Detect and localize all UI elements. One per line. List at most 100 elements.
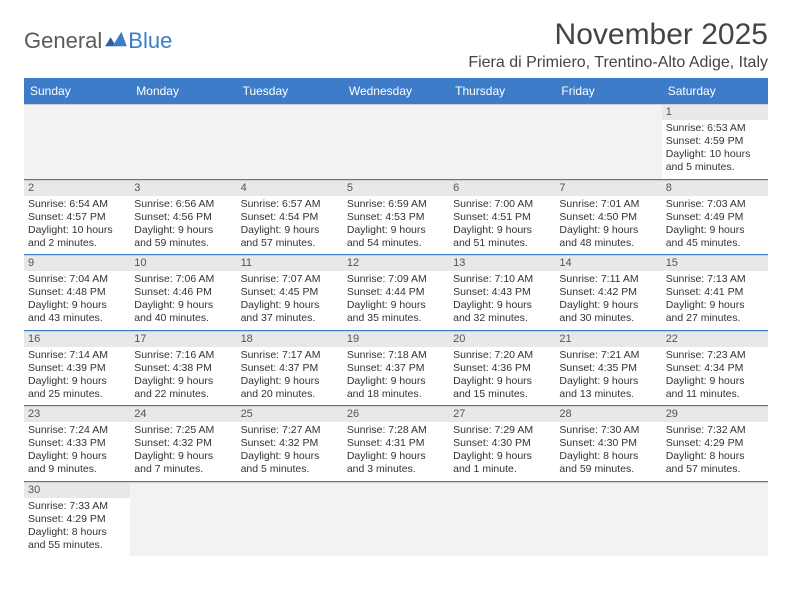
day-number: 19 [343, 332, 449, 347]
sunset-text: Sunset: 4:34 PM [666, 362, 764, 375]
day2-text: and 5 minutes. [666, 161, 764, 174]
sunset-text: Sunset: 4:37 PM [241, 362, 339, 375]
day-number: 16 [24, 332, 130, 347]
sunrise-text: Sunrise: 7:10 AM [453, 273, 551, 286]
day1-text: Daylight: 8 hours [559, 450, 657, 463]
sunset-text: Sunset: 4:35 PM [559, 362, 657, 375]
day-number: 2 [24, 181, 130, 196]
day-number [555, 483, 661, 498]
weekday-header: Wednesday [343, 78, 449, 104]
day-number: 23 [24, 407, 130, 422]
week-row: Sunrise: 6:54 AMSunset: 4:57 PMDaylight:… [24, 196, 768, 256]
sunset-text: Sunset: 4:59 PM [666, 135, 764, 148]
logo: General Blue [24, 18, 172, 54]
day2-text: and 1 minute. [453, 463, 551, 476]
week-row: Sunrise: 7:04 AMSunset: 4:48 PMDaylight:… [24, 271, 768, 331]
flag-icon [105, 30, 127, 48]
sunrise-text: Sunrise: 7:18 AM [347, 349, 445, 362]
day2-text: and 57 minutes. [241, 237, 339, 250]
day-cell [343, 498, 449, 557]
day-number: 10 [130, 256, 236, 271]
day2-text: and 35 minutes. [347, 312, 445, 325]
day-cell: Sunrise: 7:23 AMSunset: 4:34 PMDaylight:… [662, 347, 768, 406]
sunrise-text: Sunrise: 7:28 AM [347, 424, 445, 437]
day1-text: Daylight: 9 hours [241, 224, 339, 237]
day2-text: and 11 minutes. [666, 388, 764, 401]
week-row: Sunrise: 7:24 AMSunset: 4:33 PMDaylight:… [24, 422, 768, 482]
sunrise-text: Sunrise: 7:32 AM [666, 424, 764, 437]
day2-text: and 57 minutes. [666, 463, 764, 476]
day-cell: Sunrise: 7:25 AMSunset: 4:32 PMDaylight:… [130, 422, 236, 481]
day-cell [130, 120, 236, 179]
day-number-row: 9101112131415 [24, 255, 768, 271]
day-cell [24, 120, 130, 179]
day-cell [449, 120, 555, 179]
day-number: 27 [449, 407, 555, 422]
day-number: 29 [662, 407, 768, 422]
day-cell [555, 120, 661, 179]
day1-text: Daylight: 9 hours [28, 375, 126, 388]
title-block: November 2025 Fiera di Primiero, Trentin… [468, 18, 768, 72]
sunrise-text: Sunrise: 7:33 AM [28, 500, 126, 513]
day-number: 22 [662, 332, 768, 347]
day-number: 14 [555, 256, 661, 271]
day-number [237, 105, 343, 120]
day-number [24, 105, 130, 120]
day-number: 17 [130, 332, 236, 347]
week-row: Sunrise: 7:14 AMSunset: 4:39 PMDaylight:… [24, 347, 768, 407]
week-row: Sunrise: 6:53 AMSunset: 4:59 PMDaylight:… [24, 120, 768, 180]
day-number [237, 483, 343, 498]
day-cell [343, 120, 449, 179]
sunset-text: Sunset: 4:30 PM [453, 437, 551, 450]
day-cell: Sunrise: 7:18 AMSunset: 4:37 PMDaylight:… [343, 347, 449, 406]
day2-text: and 25 minutes. [28, 388, 126, 401]
day-number: 9 [24, 256, 130, 271]
day2-text: and 59 minutes. [559, 463, 657, 476]
day1-text: Daylight: 9 hours [347, 299, 445, 312]
day-cell: Sunrise: 7:30 AMSunset: 4:30 PMDaylight:… [555, 422, 661, 481]
day-cell: Sunrise: 7:16 AMSunset: 4:38 PMDaylight:… [130, 347, 236, 406]
day-number: 28 [555, 407, 661, 422]
day-number: 18 [237, 332, 343, 347]
day-cell: Sunrise: 7:33 AMSunset: 4:29 PMDaylight:… [24, 498, 130, 557]
sunrise-text: Sunrise: 7:20 AM [453, 349, 551, 362]
day1-text: Daylight: 8 hours [666, 450, 764, 463]
day-number: 30 [24, 483, 130, 498]
day2-text: and 13 minutes. [559, 388, 657, 401]
sunset-text: Sunset: 4:54 PM [241, 211, 339, 224]
day2-text: and 51 minutes. [453, 237, 551, 250]
day1-text: Daylight: 9 hours [453, 450, 551, 463]
sunset-text: Sunset: 4:56 PM [134, 211, 232, 224]
day-number [449, 105, 555, 120]
day2-text: and 9 minutes. [28, 463, 126, 476]
sunset-text: Sunset: 4:57 PM [28, 211, 126, 224]
day-cell [449, 498, 555, 557]
sunrise-text: Sunrise: 6:56 AM [134, 198, 232, 211]
sunset-text: Sunset: 4:32 PM [241, 437, 339, 450]
day-number: 1 [662, 105, 768, 120]
sunset-text: Sunset: 4:42 PM [559, 286, 657, 299]
sunset-text: Sunset: 4:38 PM [134, 362, 232, 375]
day1-text: Daylight: 9 hours [347, 450, 445, 463]
day1-text: Daylight: 9 hours [666, 299, 764, 312]
day-cell [555, 498, 661, 557]
day-number: 26 [343, 407, 449, 422]
day-cell: Sunrise: 7:20 AMSunset: 4:36 PMDaylight:… [449, 347, 555, 406]
day2-text: and 5 minutes. [241, 463, 339, 476]
day-cell: Sunrise: 7:32 AMSunset: 4:29 PMDaylight:… [662, 422, 768, 481]
day-cell: Sunrise: 7:01 AMSunset: 4:50 PMDaylight:… [555, 196, 661, 255]
sunrise-text: Sunrise: 7:30 AM [559, 424, 657, 437]
day1-text: Daylight: 9 hours [453, 299, 551, 312]
sunrise-text: Sunrise: 7:04 AM [28, 273, 126, 286]
day1-text: Daylight: 9 hours [241, 450, 339, 463]
day-number [662, 483, 768, 498]
sunrise-text: Sunrise: 7:00 AM [453, 198, 551, 211]
sunset-text: Sunset: 4:36 PM [453, 362, 551, 375]
day-number: 15 [662, 256, 768, 271]
day-number [449, 483, 555, 498]
day2-text: and 30 minutes. [559, 312, 657, 325]
day-cell: Sunrise: 7:11 AMSunset: 4:42 PMDaylight:… [555, 271, 661, 330]
day2-text: and 43 minutes. [28, 312, 126, 325]
sunset-text: Sunset: 4:33 PM [28, 437, 126, 450]
sunset-text: Sunset: 4:31 PM [347, 437, 445, 450]
